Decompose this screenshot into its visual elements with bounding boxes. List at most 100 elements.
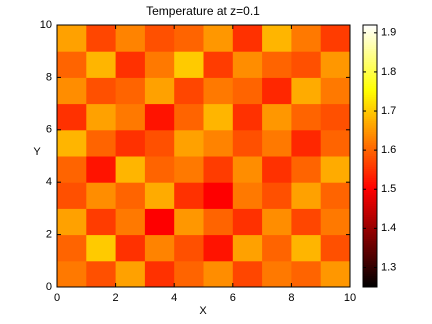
- colorbar-step: [363, 42, 377, 46]
- x-tick-label: 10: [344, 292, 356, 304]
- colorbar-step: [363, 175, 377, 179]
- colorbar-step: [363, 219, 377, 222]
- colorbar-step: [363, 267, 377, 271]
- heatmap-cell: [86, 182, 117, 209]
- colorbar-step: [363, 110, 377, 113]
- heatmap-cell: [262, 77, 292, 105]
- colorbar-step: [363, 70, 377, 74]
- heatmap-cell: [291, 51, 322, 78]
- colorbar-step: [363, 164, 377, 168]
- y-tick-label: 10: [40, 19, 52, 31]
- heatmap-cell: [144, 77, 175, 105]
- colorbar-step: [363, 86, 377, 89]
- heatmap-cell: [144, 103, 175, 131]
- heatmap-cell: [86, 234, 117, 262]
- heatmap-cell: [144, 182, 175, 209]
- heatmap-cell: [203, 182, 234, 209]
- heatmap-cell: [174, 182, 204, 209]
- colorbar-step: [363, 225, 377, 229]
- heatmap-cell: [291, 103, 322, 131]
- colorbar-step: [363, 197, 377, 201]
- colorbar-step: [363, 53, 377, 57]
- heatmap-cell: [57, 234, 87, 262]
- heatmap-cell: [115, 25, 146, 52]
- colorbar-step: [363, 169, 377, 172]
- heatmap-cell: [86, 51, 117, 78]
- heatmap-cell: [291, 129, 322, 157]
- colorbar-tick-label: 1.4: [381, 222, 396, 234]
- colorbar-step: [363, 77, 377, 81]
- colorbar-step: [363, 25, 377, 28]
- colorbar-step: [363, 260, 377, 264]
- colorbar-step: [363, 44, 377, 48]
- heatmap-cell: [232, 182, 263, 209]
- heatmap-cell: [57, 182, 87, 209]
- colorbar-step: [363, 273, 377, 277]
- colorbar-step: [363, 142, 377, 146]
- colorbar-tick-label: 1.6: [381, 144, 396, 156]
- heatmap-cell: [203, 208, 234, 236]
- colorbar-step: [363, 55, 377, 59]
- colorbar-step: [363, 232, 377, 236]
- heatmap-cell: [174, 25, 204, 52]
- colorbar-step: [363, 236, 377, 240]
- colorbar-step: [363, 107, 377, 111]
- colorbar-step: [363, 116, 377, 120]
- colorbar-step: [363, 73, 377, 76]
- colorbar-step: [363, 92, 377, 96]
- colorbar-step: [363, 247, 377, 251]
- colorbar-step: [363, 271, 377, 275]
- colorbar-step: [363, 252, 377, 255]
- heatmap-cell: [115, 51, 146, 78]
- colorbar-step: [363, 195, 377, 198]
- colorbar-step: [363, 64, 377, 67]
- heatmap-cell: [320, 77, 351, 105]
- heatmap-cell: [57, 156, 87, 183]
- x-tick-label: 8: [288, 292, 294, 304]
- heatmap-cell: [232, 129, 263, 157]
- colorbar-step: [363, 158, 377, 161]
- heatmap-cell: [203, 25, 234, 52]
- heatmap-cell: [320, 51, 351, 78]
- colorbar-step: [363, 103, 377, 107]
- heatmap-cell: [320, 25, 351, 52]
- heatmap-cell: [115, 260, 146, 288]
- heatmap-cell: [262, 25, 292, 52]
- heatmap-cell: [320, 234, 351, 262]
- colorbar-tick-label: 1.9: [381, 27, 396, 39]
- colorbar-step: [363, 256, 377, 260]
- heatmap-cell: [203, 234, 234, 262]
- heatmap-cell: [115, 103, 146, 131]
- heatmap-cell: [291, 182, 322, 209]
- heatmap-cell: [144, 208, 175, 236]
- heatmap-cell: [174, 208, 204, 236]
- colorbar-step: [363, 234, 377, 238]
- colorbar-step: [363, 280, 377, 284]
- x-axis-label: X: [199, 305, 207, 317]
- colorbar-step: [363, 114, 377, 118]
- colorbar-tick-label: 1.7: [381, 105, 396, 117]
- colorbar-step: [363, 138, 377, 142]
- heatmap-cell: [57, 129, 87, 157]
- heatmap-cell: [232, 234, 263, 262]
- colorbar-step: [363, 129, 377, 133]
- x-tick-label: 2: [113, 292, 119, 304]
- colorbar-step: [363, 140, 377, 144]
- y-tick-label: 2: [46, 229, 52, 241]
- colorbar-step: [363, 186, 377, 190]
- colorbar-step: [363, 173, 377, 177]
- colorbar-step: [363, 90, 377, 94]
- heatmap-cell: [232, 103, 263, 131]
- colorbar-step: [363, 88, 377, 91]
- heatmap-cell: [320, 182, 351, 209]
- heatmap-cell: [232, 156, 263, 183]
- colorbar-step: [363, 238, 377, 242]
- heatmap-cell: [86, 25, 117, 52]
- axes-frame: [56, 24, 351, 288]
- colorbar-step: [363, 153, 377, 157]
- heatmap-cell: [262, 208, 292, 236]
- heatmap-cell: [232, 51, 263, 78]
- colorbar-step: [363, 278, 377, 281]
- y-tick-label: 6: [46, 124, 52, 136]
- heatmap-cell: [174, 103, 204, 131]
